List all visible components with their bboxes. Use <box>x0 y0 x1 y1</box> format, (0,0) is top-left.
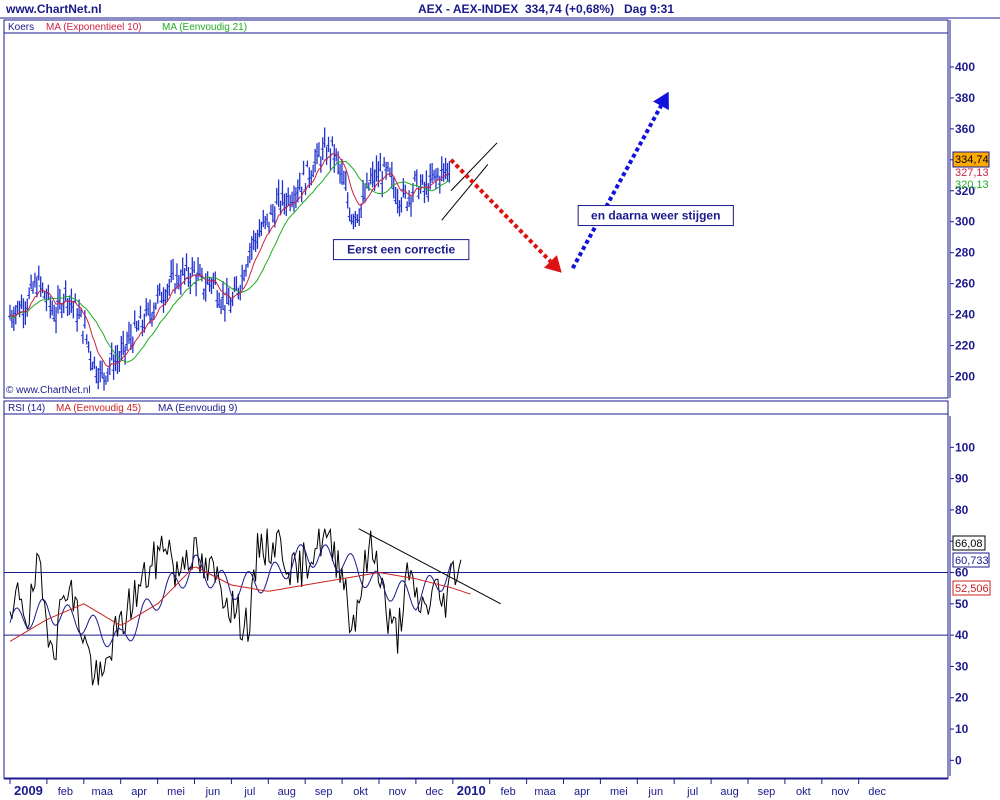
price-y-axis: 200220240260280300320340360380400334,743… <box>949 20 990 398</box>
price-tick-label: 220 <box>955 339 975 353</box>
legend-rsi-ma9: MA (Eenvoudig 9) <box>158 403 238 414</box>
month-label: mei <box>610 786 628 798</box>
x-axis: 2009 feb maa apr mei jun jul aug sep okt nov dec 201… <box>4 778 948 798</box>
rise-arrowhead <box>653 91 669 111</box>
month-label: jul <box>243 786 255 798</box>
last-price-box <box>952 151 990 168</box>
rsi-ma9-value-label: 60,733 <box>955 555 989 567</box>
rsi-tick-label: 0 <box>955 753 962 767</box>
month-label: feb <box>501 786 516 798</box>
site-name[interactable]: www.ChartNet.nl <box>5 2 102 16</box>
quote-time: Dag 9:31 <box>624 2 674 16</box>
sma21-value-label: 320,13 <box>955 179 989 191</box>
rsi-line <box>9 527 462 686</box>
ema10-value-label: 327,13 <box>955 167 989 179</box>
rsi-ma9-line <box>9 544 452 648</box>
legend-rsi: RSI (14) <box>8 403 45 414</box>
copyright: © www.ChartNet.nl <box>6 385 91 396</box>
legend-koers: Koers <box>8 22 34 33</box>
ema10-line <box>9 152 450 367</box>
month-label: feb <box>58 786 73 798</box>
rsi-plot <box>4 527 948 686</box>
rsi-ma45-value-box <box>952 580 991 596</box>
rsi-ma45-line <box>9 566 471 642</box>
rsi-value-label: 66,08 <box>955 538 983 550</box>
month-label: jun <box>647 786 663 798</box>
legend-ema10: MA (Exponentieel 10) <box>46 22 142 33</box>
channel-upper-line <box>450 142 498 192</box>
correction-arrowhead <box>544 255 562 273</box>
price-tick-label: 280 <box>955 246 975 260</box>
rsi-tick-label: 30 <box>955 659 969 673</box>
price-tick-label: 360 <box>955 122 975 136</box>
month-label: jul <box>686 786 698 798</box>
month-label: mei <box>167 786 185 798</box>
month-label: sep <box>758 786 776 798</box>
price-plot <box>8 127 498 391</box>
month-label: nov <box>389 786 407 798</box>
last-price-label: 334,74 <box>955 154 989 166</box>
sma21-line <box>9 160 450 363</box>
rsi-tick-label: 50 <box>955 597 969 611</box>
rsi-tick-label: 40 <box>955 628 969 642</box>
price-tick-label: 380 <box>955 91 975 105</box>
price-tick-label: 300 <box>955 215 975 229</box>
rsi-tick-label: 90 <box>955 472 969 486</box>
rsi-tick-label: 80 <box>955 503 969 517</box>
index-quote: 334,74 (+0,68%) <box>525 2 614 16</box>
month-label: 2009 <box>14 783 43 798</box>
annotation-rise-box <box>577 205 734 227</box>
month-label: aug <box>720 786 738 798</box>
month-label: sep <box>315 786 333 798</box>
month-label: apr <box>574 786 590 798</box>
annotation-correction-box <box>332 239 470 261</box>
price-tick-label: 320 <box>955 184 975 198</box>
month-label: maa <box>92 786 114 798</box>
price-tick-label: 200 <box>955 370 975 384</box>
correction-arrow <box>449 158 552 263</box>
channel-lower-line <box>441 164 489 221</box>
rsi-tick-label: 100 <box>955 440 975 454</box>
month-label: maa <box>534 786 556 798</box>
rsi-tick-label: 60 <box>955 566 969 580</box>
annotation-rise: en daarna weer stijgen <box>591 209 720 223</box>
month-label: dec <box>425 786 443 798</box>
rsi-value-box <box>952 535 986 551</box>
legend-sma21: MA (Eenvoudig 21) <box>162 22 247 33</box>
month-label: aug <box>278 786 296 798</box>
index-title: AEX - AEX-INDEX <box>418 2 518 16</box>
month-label: nov <box>831 786 849 798</box>
month-label: dec <box>868 786 886 798</box>
price-tick-label: 240 <box>955 308 975 322</box>
month-label: okt <box>796 786 811 798</box>
rsi-ma45-value-label: 52,506 <box>955 583 989 595</box>
rsi-panel <box>3 400 949 779</box>
rsi-trendline <box>358 528 502 605</box>
month-label: apr <box>131 786 147 798</box>
month-label: okt <box>353 786 368 798</box>
price-tick-label: 400 <box>955 60 975 74</box>
price-tick-label: 260 <box>955 277 975 291</box>
rsi-ma9-value-box <box>952 552 990 568</box>
month-label: jun <box>205 786 221 798</box>
month-label: 2010 <box>457 783 486 798</box>
rise-arrow <box>570 104 663 270</box>
rsi-tick-label: 10 <box>955 722 969 736</box>
annotation-correction: Eerst een correctie <box>347 243 455 257</box>
price-panel <box>3 19 949 399</box>
overlays: Eerst een correctie en daarna weer stijge… <box>332 91 734 273</box>
legend-rsi-ma45: MA (Eenvoudig 45) <box>56 403 141 414</box>
rsi-tick-label: 20 <box>955 691 969 705</box>
